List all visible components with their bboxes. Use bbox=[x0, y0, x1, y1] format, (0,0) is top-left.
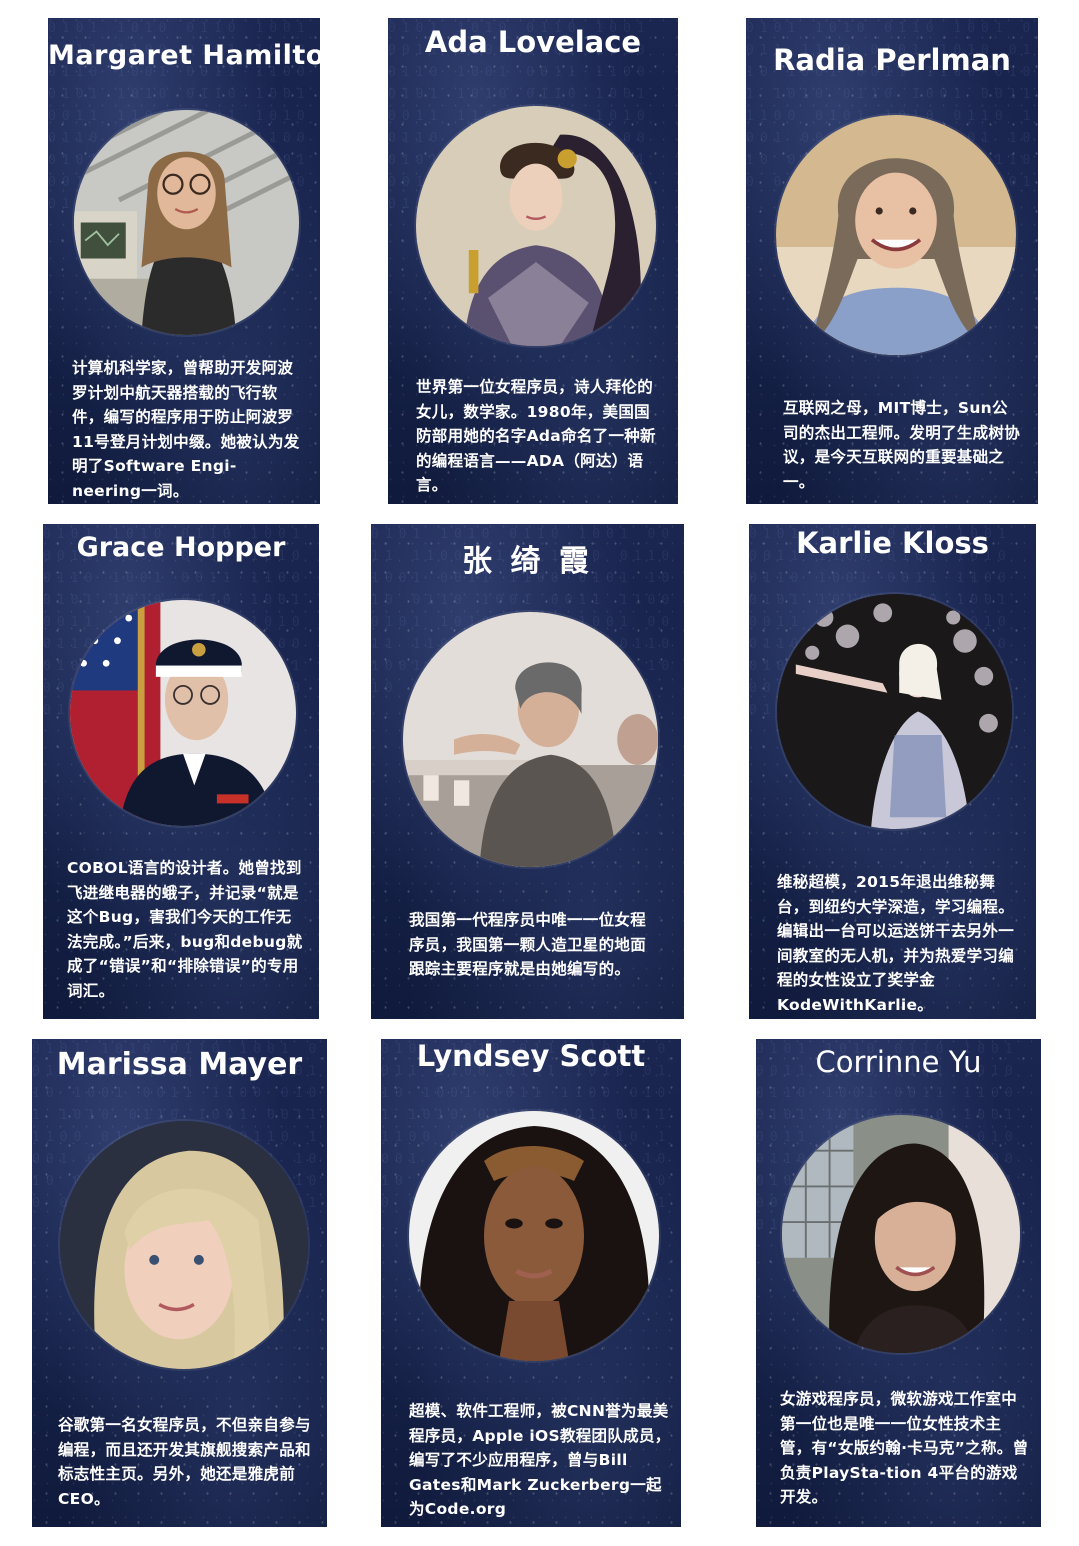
portrait-photo bbox=[776, 115, 1016, 355]
portrait-photo bbox=[74, 110, 299, 335]
profile-card-ada-lovelace: Ada Lovelace 世界第一位女程序员，诗人拜伦的女儿，数学家。1980年… bbox=[388, 18, 678, 504]
profile-card-grace-hopper: Grace Hopper COBOL语言的设计者。她曾找到飞进继电器的蛾子，并记… bbox=[43, 524, 319, 1019]
profile-name: Grace Hopper bbox=[76, 532, 286, 563]
profile-card-margaret-hamilton: Margaret Hamilton 计算机科学家，曾帮助开发阿波罗计划中航天器搭… bbox=[48, 18, 320, 504]
portrait-photo bbox=[782, 1115, 1020, 1353]
profile-card-corrinne-yu: Corrinne Yu 女游戏程序员，微软游戏工作室中第一位也是唯一一位女性技术… bbox=[756, 1039, 1041, 1527]
portrait-photo bbox=[403, 612, 658, 867]
profile-name: Ada Lovelace bbox=[424, 25, 642, 59]
profile-card-karlie-kloss: Karlie Kloss 维秘超模，2015年退出维秘舞台，到纽约大学深造，学习… bbox=[749, 524, 1036, 1019]
profile-bio: 世界第一位女程序员，诗人拜伦的女儿，数学家。1980年，美国国防部用她的名字Ad… bbox=[416, 378, 656, 494]
profile-name: Margaret Hamilton bbox=[48, 40, 320, 71]
profile-bio: 谷歌第一名女程序员，不但亲自参与编程，而且还开发其旗舰搜索产品和标志性主页。另外… bbox=[58, 1416, 311, 1508]
profile-name: Karlie Kloss bbox=[796, 526, 989, 560]
profile-name: Radia Perlman bbox=[773, 43, 1011, 77]
profile-card-radia-perlman: Radia Perlman 互联网之母，MIT博士，Sun公司的杰出工程师。发明… bbox=[746, 18, 1038, 504]
portrait-photo bbox=[70, 600, 296, 826]
profile-bio: 维秘超模，2015年退出维秘舞台，到纽约大学深造，学习编程。编辑出一台可以运送饼… bbox=[777, 873, 1015, 1014]
portrait-photo bbox=[409, 1111, 659, 1361]
profile-bio: 超模、软件工程师，被CNN誉为最美程序员，Apple iOS教程团队成员，编写了… bbox=[409, 1402, 671, 1518]
portrait-photo bbox=[60, 1121, 308, 1369]
profile-bio: 计算机科学家，曾帮助开发阿波罗计划中航天器搭载的飞行软件，编写的程序用于防止阿波… bbox=[72, 359, 300, 500]
profile-name: Lyndsey Scott bbox=[416, 1039, 646, 1073]
profile-card-marissa-mayer: Marissa Mayer 谷歌第一名女程序员，不但亲自参与编程，而且还开发其旗… bbox=[32, 1039, 327, 1527]
profile-name: 张 绮 霞 bbox=[462, 544, 593, 579]
profile-card-lyndsey-scott: Lyndsey Scott 超模、软件工程师，被CNN誉为最美程序员，Apple… bbox=[381, 1039, 681, 1527]
portrait-photo bbox=[416, 106, 656, 346]
profile-name: Marissa Mayer bbox=[56, 1047, 303, 1082]
profile-name: Corrinne Yu bbox=[815, 1045, 982, 1079]
profile-bio: 女游戏程序员，微软游戏工作室中第一位也是唯一一位女性技术主管，有“女版约翰·卡马… bbox=[780, 1390, 1029, 1506]
portrait-photo bbox=[777, 594, 1012, 829]
profile-bio: COBOL语言的设计者。她曾找到飞进继电器的蛾子，并记录“就是这个Bug，害我们… bbox=[67, 859, 303, 1000]
profile-bio: 互联网之母，MIT博士，Sun公司的杰出工程师。发明了生成树协议，是今天互联网的… bbox=[783, 399, 1021, 491]
profile-bio: 我国第一代程序员中唯一一位女程序员，我国第一颗人造卫星的地面跟踪主要程序就是由她… bbox=[409, 911, 647, 978]
profile-card-zhang-qixia: 张 绮 霞 我国第一代程序员中唯一一位女程序员，我国第一颗人造卫星的地面跟踪主要… bbox=[371, 524, 684, 1019]
